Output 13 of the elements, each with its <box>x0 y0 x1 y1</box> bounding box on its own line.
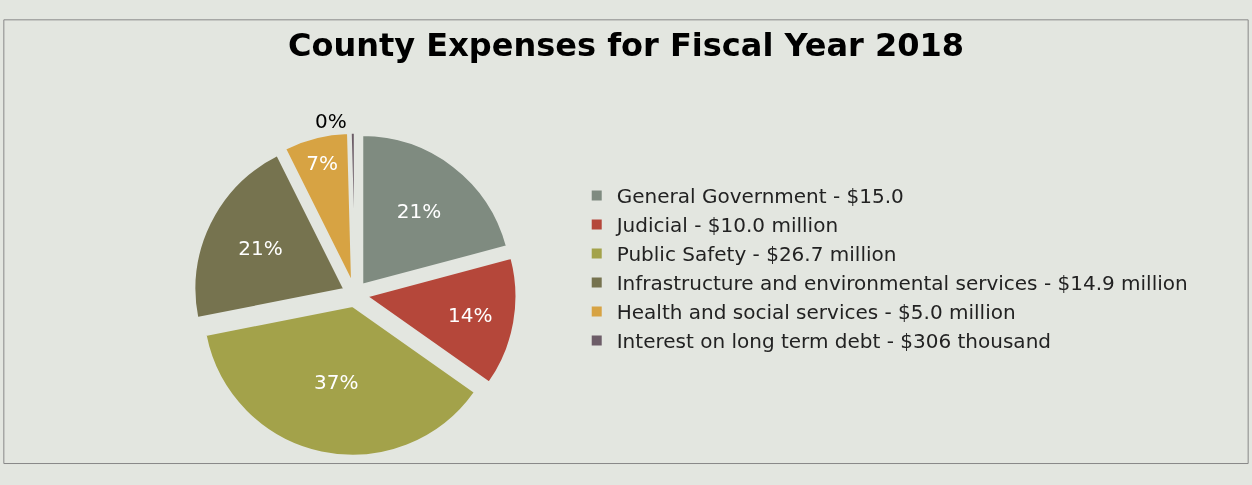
data-label: 21% <box>238 235 283 260</box>
data-label: 21% <box>396 199 442 224</box>
data-label: 0% <box>315 108 347 133</box>
chart-title: County Expenses for Fiscal Year 2018 <box>287 26 965 65</box>
data-label: 7% <box>306 151 339 176</box>
legend-label: Judicial - $10.0 million <box>614 213 839 238</box>
legend-label: Interest on long term debt - $306 thousand <box>616 329 1051 354</box>
data-label: 14% <box>448 302 493 327</box>
data-label: 37% <box>314 370 359 395</box>
legend-label: Public Safety - $26.7 million <box>616 242 897 267</box>
legend-label: General Government - $15.0 <box>616 184 904 209</box>
legend-label: Infrastructure and environmental services - $14.9 million <box>616 271 1188 296</box>
legend-label: Health and social services - $5.0 million <box>616 300 1016 325</box>
